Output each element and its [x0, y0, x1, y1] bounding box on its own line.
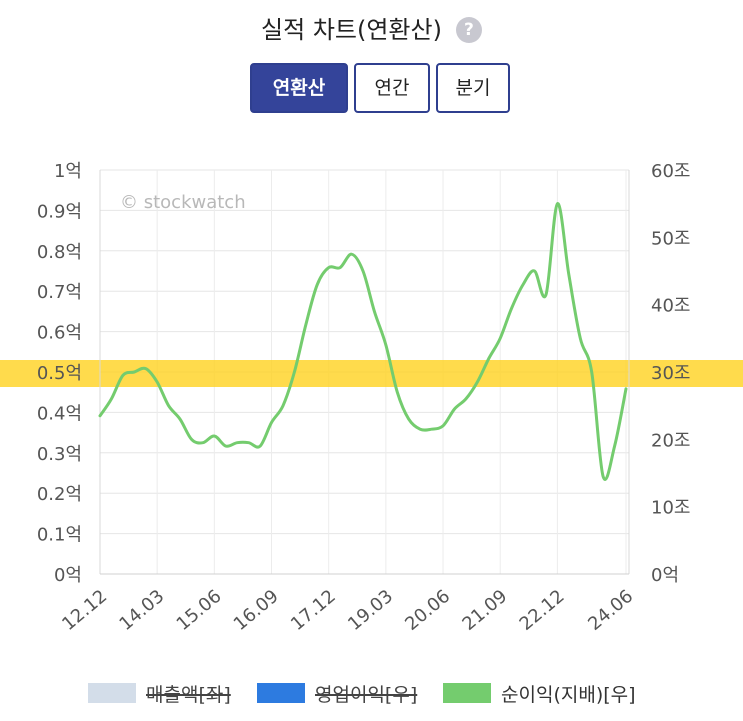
chart-title-bar: 실적 차트(연환산)? — [0, 10, 743, 45]
x-tick-label: 16.09 — [230, 586, 283, 635]
y-left-tick-label: 0.1억 — [37, 525, 82, 546]
legend-label-revenue: 매출액[좌] — [146, 683, 231, 706]
y-left-tick-label: 0.8억 — [37, 242, 82, 263]
x-tick-label: 21.09 — [458, 586, 511, 635]
legend-label-operating-profit: 영업이익[우] — [315, 683, 418, 706]
highlight-band — [0, 360, 743, 387]
legend-item-revenue[interactable]: 매출액[좌] — [88, 676, 231, 710]
legend-swatch-revenue — [88, 683, 136, 703]
y-left-tick-label: 1억 — [54, 161, 82, 182]
legend-item-net-income[interactable]: 순이익(지배)[우] — [443, 676, 636, 710]
legend-swatch-operating-profit — [257, 683, 305, 703]
y-right-tick-label: 40조 — [651, 296, 690, 317]
legend-item-operating-profit[interactable]: 영업이익[우] — [257, 676, 417, 710]
x-tick-label: 12.12 — [58, 586, 111, 635]
y-left-tick-label: 0.9억 — [37, 201, 82, 222]
x-tick-label: 22.12 — [516, 586, 569, 635]
y-right-tick-label: 30조 — [651, 363, 690, 384]
x-tick-label: 20.06 — [401, 586, 454, 635]
tab-quarterly[interactable]: 분기 — [436, 63, 510, 113]
x-tick-label: 14.03 — [115, 586, 168, 635]
x-tick-label: 24.06 — [584, 586, 637, 635]
earnings-line-chart: 0억 0.1억 0.2억 0.3억 0.4억 0.5억 0.6억 0.7억 0.8억 0.9억 1억… — [0, 161, 743, 635]
x-tick-label: 15.06 — [173, 586, 226, 635]
series-line-net-income — [98, 202, 628, 481]
tab-annualized[interactable]: 연환산 — [250, 63, 348, 113]
x-tick-label: 19.03 — [344, 586, 397, 635]
y-left-tick-label: 0.6억 — [37, 323, 82, 344]
tab-annual[interactable]: 연간 — [354, 63, 430, 113]
y-right-tick-label: 20조 — [651, 430, 690, 451]
chart-legend: 매출액[좌] 영업이익[우] 순이익(지배)[우] — [0, 676, 743, 710]
legend-label-net-income: 순이익(지배)[우] — [501, 683, 636, 706]
y-left-tick-label: 0.5억 — [37, 363, 82, 384]
y-left-tick-label: 0억 — [54, 565, 82, 586]
y-left-tick-label: 0.4억 — [37, 403, 82, 424]
y-right-tick-label: 0억 — [651, 565, 679, 586]
page-title: 실적 차트(연환산) — [261, 16, 442, 44]
question-circle-icon[interactable]: ? — [455, 17, 482, 43]
y-right-tick-label: 10조 — [651, 498, 690, 519]
y-left-tick-label: 0.3억 — [37, 444, 82, 465]
legend-swatch-net-income — [443, 683, 491, 703]
y-right-tick-label: 50조 — [651, 228, 690, 249]
y-left-tick-label: 0.7억 — [37, 282, 82, 303]
y-left-tick-label: 0.2억 — [37, 484, 82, 505]
y-right-tick-label: 60조 — [651, 161, 690, 182]
x-tick-label: 17.12 — [287, 586, 340, 635]
watermark: © stockwatch — [120, 192, 246, 213]
